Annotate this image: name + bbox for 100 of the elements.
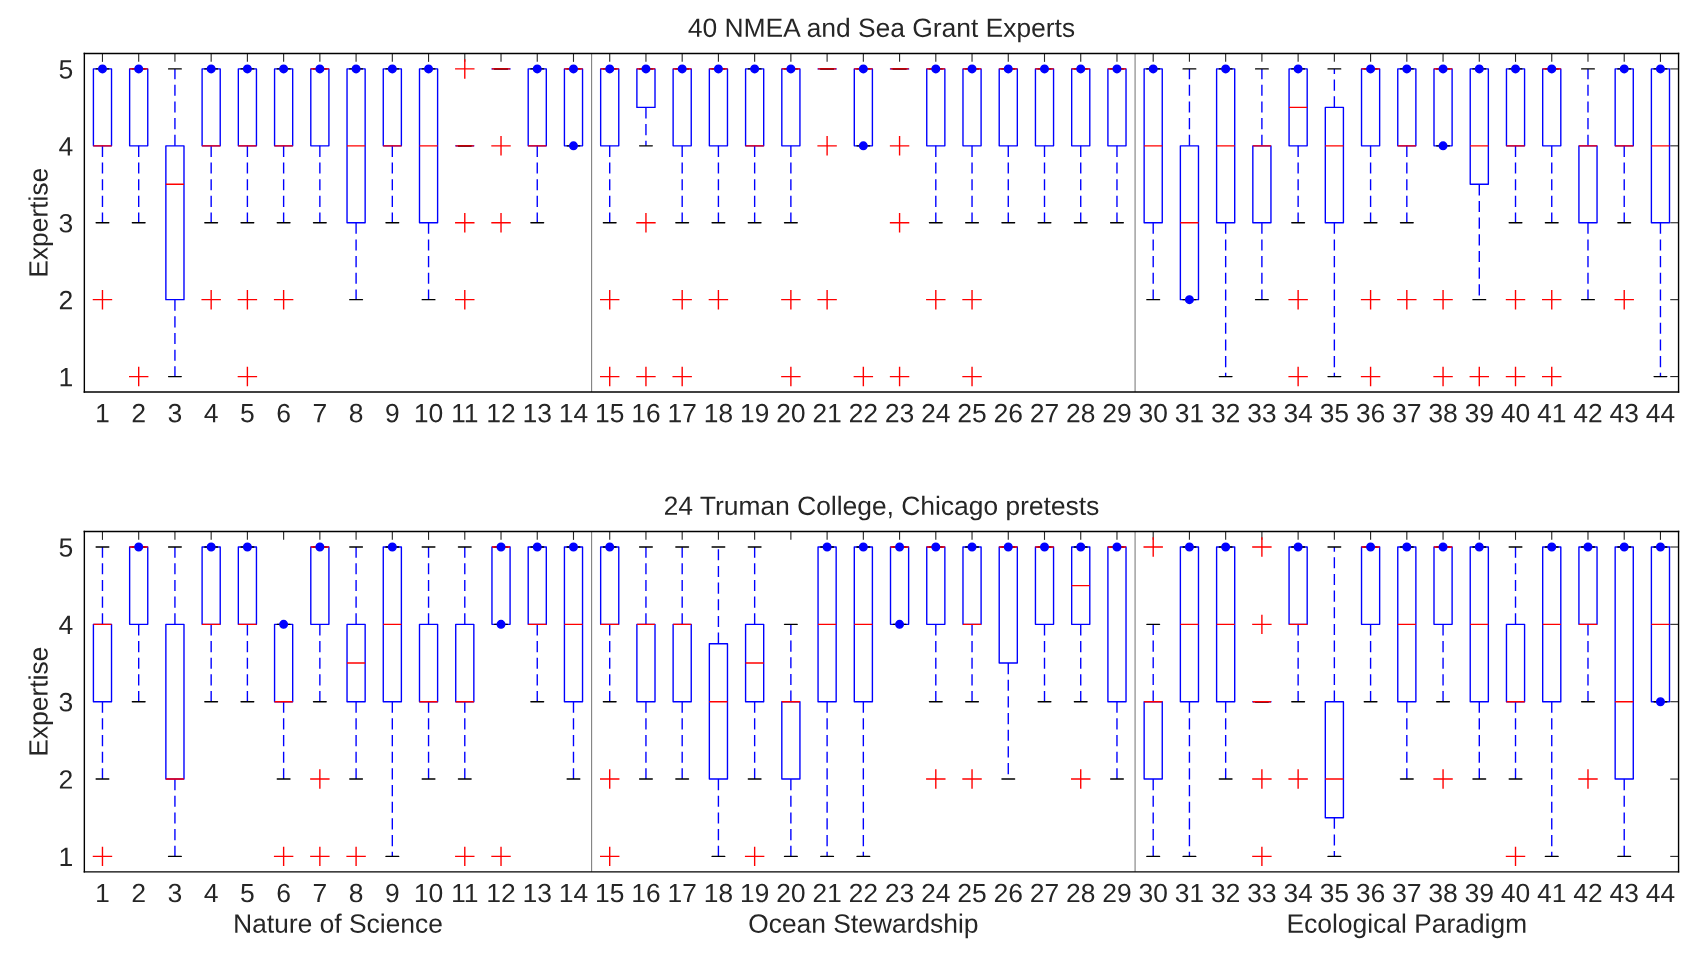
- x-tick-label: 37: [1393, 883, 1421, 903]
- x-tick-label: 40: [1501, 403, 1530, 423]
- x-tick-label: 5: [241, 883, 254, 903]
- x-tick-label: 16: [633, 883, 660, 903]
- x-tick-label: 6: [277, 883, 290, 903]
- x-tick-label: 22: [849, 403, 877, 423]
- y-tick-label: 1: [60, 847, 72, 866]
- x-tick-label: 26: [994, 883, 1022, 903]
- x-tick-label: 24: [922, 883, 950, 903]
- y-axis-title: Expertise: [28, 168, 54, 276]
- x-tick-label: 3: [168, 883, 182, 903]
- x-tick-label: 43: [1610, 883, 1638, 903]
- x-tick-label: 34: [1284, 403, 1313, 423]
- x-tick-label: 7: [313, 883, 326, 903]
- x-tick-label: 29: [1103, 403, 1131, 423]
- x-tick-label: 18: [705, 883, 732, 903]
- x-tick-label: 23: [886, 403, 914, 423]
- x-tick-label: 39: [1465, 403, 1493, 423]
- y-tick-label: 2: [59, 770, 72, 789]
- x-tick-label: 21: [813, 883, 841, 903]
- x-tick-label: 1: [97, 883, 109, 903]
- x-tick-label: 3: [168, 403, 182, 423]
- x-tick-label: 25: [958, 403, 986, 423]
- y-axis-title: Expertise: [28, 647, 54, 755]
- chart-title: 24 Truman College, Chicago pretests: [664, 495, 1099, 521]
- x-tick-label: 1: [97, 404, 109, 423]
- x-tick-label: 12: [488, 883, 515, 903]
- x-tick-label: 21: [813, 403, 841, 423]
- x-tick-label: 38: [1429, 403, 1457, 423]
- x-tick-label: 27: [1031, 883, 1058, 903]
- x-tick-label: 17: [669, 404, 696, 423]
- x-tick-label: 23: [886, 883, 914, 903]
- x-tick-label: 11: [453, 404, 478, 423]
- x-tick-label: 41: [1537, 883, 1566, 903]
- y-tick-label: 3: [59, 213, 73, 233]
- x-tick-label: 11: [453, 883, 478, 903]
- x-tick-label: 10: [415, 883, 443, 903]
- y-tick-label: 5: [59, 538, 73, 557]
- x-tick-label: 41: [1537, 404, 1566, 423]
- x-tick-label: 31: [1175, 883, 1203, 903]
- x-tick-label: 27: [1031, 403, 1058, 423]
- y-tick-label: 4: [59, 615, 73, 634]
- x-tick-label: 22: [849, 883, 877, 903]
- x-tick-label: 42: [1573, 403, 1602, 423]
- x-tick-label: 13: [524, 883, 551, 903]
- x-tick-label: 29: [1103, 883, 1131, 903]
- x-tick-label: 40: [1501, 883, 1530, 903]
- x-tick-label: 6: [277, 403, 290, 423]
- x-tick-label: 36: [1356, 403, 1385, 423]
- y-tick-label: 4: [59, 137, 73, 156]
- x-tick-label: 39: [1465, 883, 1493, 903]
- x-tick-label: 17: [669, 883, 696, 903]
- x-tick-label: 20: [777, 883, 805, 903]
- x-tick-label: 20: [777, 403, 805, 423]
- x-tick-label: 26: [994, 403, 1022, 423]
- y-tick-label: 2: [59, 290, 72, 310]
- x-tick-label: 19: [741, 883, 769, 903]
- x-tick-label: 34: [1284, 883, 1313, 903]
- x-tick-label: 25: [958, 883, 986, 903]
- x-tick-label: 28: [1067, 403, 1095, 423]
- x-tick-label: 44: [1646, 883, 1675, 903]
- x-tick-label: 5: [241, 404, 254, 423]
- text: Nature of Science: [235, 913, 442, 933]
- y-tick-label: 5: [59, 60, 73, 79]
- y-tick-label: 1: [60, 367, 72, 387]
- x-tick-label: 9: [386, 403, 399, 423]
- x-tick-label: 44: [1646, 404, 1675, 423]
- x-tick-label: 35: [1320, 403, 1348, 423]
- x-tick-label: 19: [741, 403, 769, 423]
- chart-title: 40 NMEA and Sea Grant Experts: [688, 17, 1075, 43]
- x-tick-label: 7: [313, 404, 326, 423]
- text: Ocean Stewardship: [749, 913, 978, 939]
- x-tick-label: 8: [349, 403, 363, 423]
- x-tick-label: 12: [488, 403, 515, 423]
- x-tick-label: 14: [560, 404, 588, 423]
- x-tick-label: 31: [1175, 403, 1203, 423]
- x-tick-label: 13: [524, 403, 551, 423]
- x-tick-label: 8: [349, 883, 363, 903]
- x-tick-label: 15: [597, 404, 624, 423]
- x-tick-label: 38: [1429, 883, 1457, 903]
- x-tick-label: 2: [132, 883, 145, 903]
- y-tick-label: 3: [59, 692, 73, 712]
- x-tick-label: 30: [1139, 883, 1167, 903]
- x-tick-label: 4: [204, 404, 218, 423]
- x-tick-label: 33: [1248, 403, 1276, 423]
- x-tick-label: 14: [560, 883, 588, 903]
- x-tick-label: 28: [1067, 883, 1095, 903]
- x-tick-label: 2: [132, 403, 145, 423]
- x-tick-label: 30: [1139, 403, 1167, 423]
- x-tick-label: 10: [415, 403, 443, 423]
- x-tick-label: 37: [1393, 403, 1421, 423]
- x-tick-label: 16: [633, 403, 660, 423]
- x-tick-label: 15: [597, 883, 624, 903]
- x-tick-label: 24: [922, 403, 950, 423]
- x-tick-label: 36: [1356, 883, 1385, 903]
- x-tick-label: 33: [1248, 883, 1276, 903]
- x-tick-label: 42: [1573, 883, 1602, 903]
- x-tick-label: 35: [1320, 883, 1348, 903]
- x-tick-label: 43: [1610, 403, 1638, 423]
- x-tick-label: 32: [1211, 883, 1240, 903]
